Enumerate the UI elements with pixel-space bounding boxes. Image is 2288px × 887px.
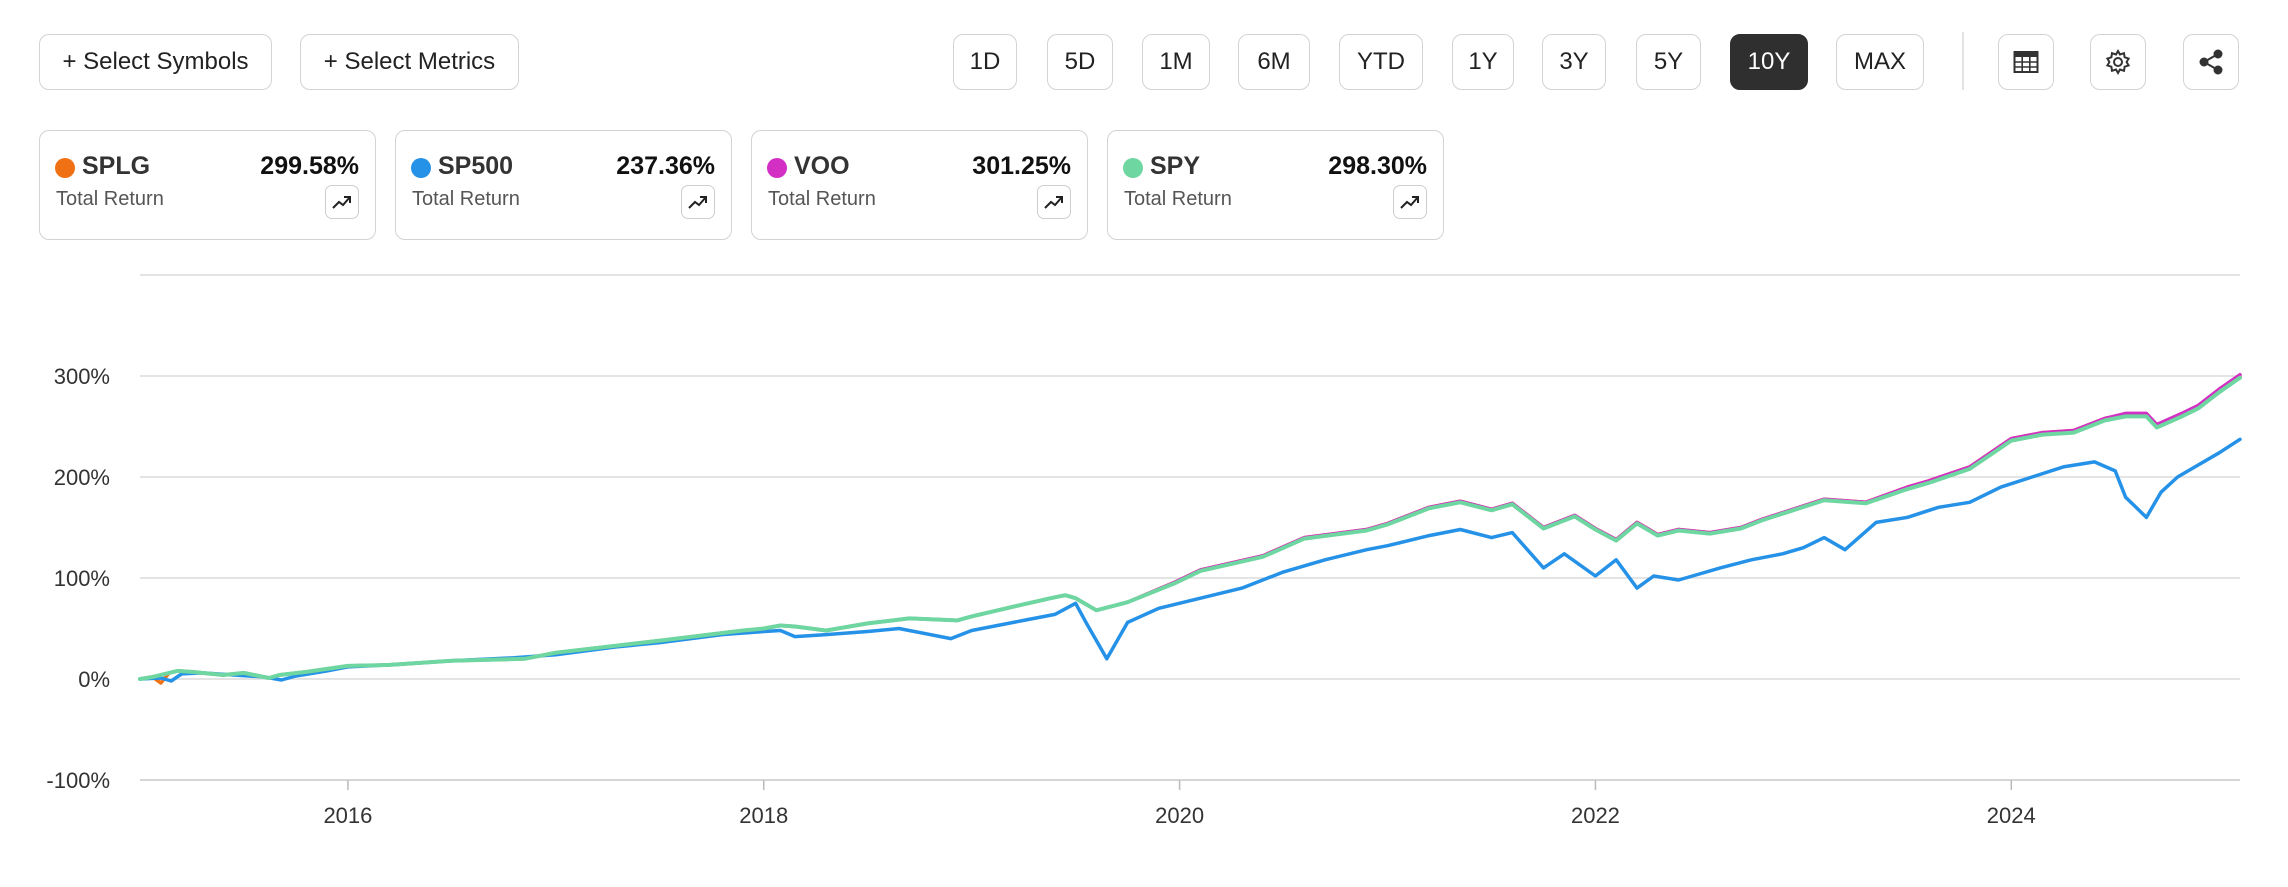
- series-color-dot: [767, 158, 787, 178]
- card-symbol: SPY: [1150, 152, 1201, 180]
- trend-chart-button[interactable]: [681, 185, 715, 219]
- range-button-6m[interactable]: 6M: [1238, 34, 1310, 90]
- series-line-spy[interactable]: [138, 375, 2242, 681]
- series-line-splg[interactable]: [138, 374, 2242, 685]
- card-label: Total Return: [56, 188, 164, 210]
- series-color-dot: [55, 158, 75, 178]
- series-color-dot: [411, 158, 431, 178]
- range-button-3y[interactable]: 3Y: [1542, 34, 1606, 90]
- trend-chart-button[interactable]: [325, 185, 359, 219]
- card-label: Total Return: [412, 188, 520, 210]
- y-tick-label: -100%: [46, 768, 110, 793]
- x-tick-label: 2016: [323, 803, 372, 828]
- card-symbol: SP500: [438, 152, 514, 180]
- y-tick-label: 0%: [78, 667, 110, 692]
- card-value: 237.36%: [616, 152, 715, 180]
- y-tick-label: 300%: [54, 364, 110, 389]
- card-value: 301.25%: [972, 152, 1071, 180]
- symbol-card-sp500[interactable]: SP500 237.36% Total Return: [395, 130, 732, 240]
- series-line-sp500[interactable]: [138, 437, 2242, 683]
- select-metrics-button[interactable]: + Select Metrics: [300, 34, 519, 90]
- series-color-dot: [1123, 158, 1143, 178]
- trend-icon: [332, 196, 351, 209]
- y-tick-label: 200%: [54, 465, 110, 490]
- settings-button[interactable]: [2090, 34, 2146, 90]
- trend-icon: [1400, 196, 1419, 209]
- range-button-1y[interactable]: 1Y: [1452, 34, 1514, 90]
- card-label: Total Return: [768, 188, 876, 210]
- share-button[interactable]: [2183, 34, 2239, 90]
- table-icon: [2013, 51, 2039, 73]
- symbol-card-voo[interactable]: VOO 301.25% Total Return: [751, 130, 1088, 240]
- card-value: 298.30%: [1328, 152, 1427, 180]
- x-tick-label: 2018: [739, 803, 788, 828]
- range-button-ytd[interactable]: YTD: [1339, 34, 1423, 90]
- select-symbols-button[interactable]: + Select Symbols: [39, 34, 272, 90]
- trend-chart-button[interactable]: [1393, 185, 1427, 219]
- card-symbol: VOO: [794, 152, 850, 180]
- gear-icon: [2105, 48, 2131, 76]
- trend-icon: [1044, 196, 1063, 209]
- range-button-5y[interactable]: 5Y: [1636, 34, 1701, 90]
- range-button-1d[interactable]: 1D: [953, 34, 1017, 90]
- y-tick-label: 100%: [54, 566, 110, 591]
- card-value: 299.58%: [260, 152, 359, 180]
- share-icon: [2199, 49, 2223, 75]
- x-tick-label: 2020: [1155, 803, 1204, 828]
- range-button-10y[interactable]: 10Y: [1730, 34, 1808, 90]
- symbol-card-splg[interactable]: SPLG 299.58% Total Return: [39, 130, 376, 240]
- range-button-5d[interactable]: 5D: [1047, 34, 1113, 90]
- toolbar-divider: [1962, 32, 1964, 90]
- table-view-button[interactable]: [1998, 34, 2054, 90]
- card-symbol: SPLG: [82, 152, 151, 180]
- range-button-max[interactable]: MAX: [1836, 34, 1924, 90]
- x-tick-label: 2024: [1987, 803, 2036, 828]
- series-line-voo[interactable]: [138, 372, 2242, 681]
- trend-icon: [688, 196, 707, 209]
- total-return-chart[interactable]: -100% 0% 100% 200% 300% 2016 2018 2020 2022 2024: [0, 255, 2288, 875]
- range-button-1m[interactable]: 1M: [1142, 34, 1210, 90]
- symbol-card-spy[interactable]: SPY 298.30% Total Return: [1107, 130, 1444, 240]
- card-label: Total Return: [1124, 188, 1232, 210]
- trend-chart-button[interactable]: [1037, 185, 1071, 219]
- x-tick-label: 2022: [1571, 803, 1620, 828]
